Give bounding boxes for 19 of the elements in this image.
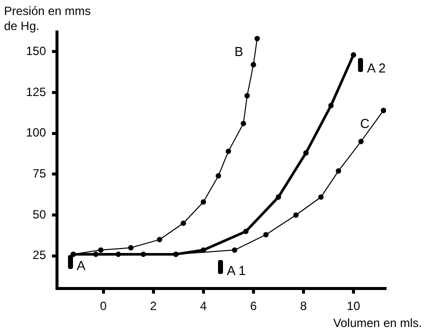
- series-label: B: [234, 44, 244, 60]
- annotation: A 1: [226, 262, 246, 278]
- x-tick-label: 2: [150, 299, 157, 314]
- x-tick-label: 0: [100, 299, 107, 314]
- y-tick-label: 100: [26, 126, 46, 140]
- y-tick-label: 75: [32, 166, 46, 181]
- series-label: C: [360, 116, 370, 132]
- annotation: A: [76, 258, 86, 274]
- y-tick-label: 50: [32, 207, 46, 222]
- y-axis-title: Presión en mms de Hg.: [4, 4, 92, 34]
- y-tick-label: 25: [32, 248, 46, 262]
- x-tick-label: 4: [200, 299, 208, 314]
- x-tick-label: 10: [346, 299, 360, 314]
- annotation: A 2: [366, 60, 386, 76]
- x-tick-label: 8: [300, 299, 308, 314]
- y-tick-label: 125: [26, 84, 46, 99]
- x-tick-label: 6: [250, 299, 258, 314]
- y-tick-label: 150: [26, 44, 46, 58]
- x-axis-title: Volumen en mls.: [333, 316, 422, 330]
